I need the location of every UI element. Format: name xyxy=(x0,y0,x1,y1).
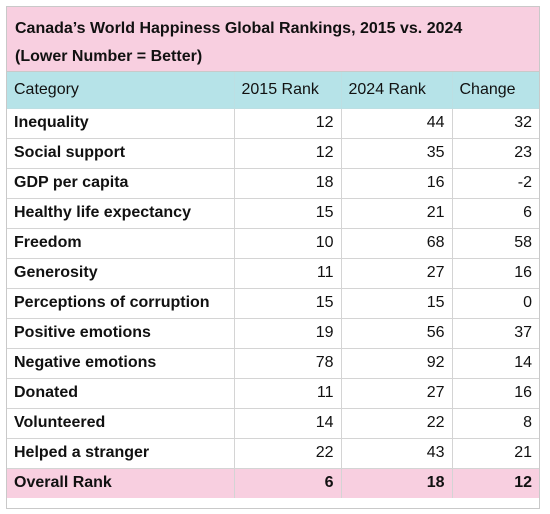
category-cell: Donated xyxy=(7,377,235,409)
category-cell: Inequality xyxy=(7,107,235,139)
category-cell: Positive emotions xyxy=(7,317,235,349)
overall-rank-row: Overall Rank 6 18 12 xyxy=(7,467,539,498)
category-cell: Healthy life expectancy xyxy=(7,197,235,229)
header-2015-rank: 2015 Rank xyxy=(233,72,342,109)
rank-2015-cell: 12 xyxy=(233,107,342,139)
rank-2024-cell: 21 xyxy=(340,197,453,229)
change-cell: 37 xyxy=(451,317,539,349)
category-cell: Negative emotions xyxy=(7,347,235,379)
change-cell: 23 xyxy=(451,137,539,169)
table-row: Perceptions of corruption 15 15 0 xyxy=(7,287,539,319)
category-cell: Freedom xyxy=(7,227,235,259)
rank-2024-cell: 27 xyxy=(340,257,453,289)
rank-2015-cell: 11 xyxy=(233,377,342,409)
rank-2015-cell: 15 xyxy=(233,197,342,229)
rank-2024-cell: 22 xyxy=(340,407,453,439)
table-row: Freedom 10 68 58 xyxy=(7,227,539,259)
rankings-table-card: Canada’s World Happiness Global Rankings… xyxy=(6,6,540,509)
rank-2015-cell: 11 xyxy=(233,257,342,289)
change-cell: 6 xyxy=(451,197,539,229)
table-title: Canada’s World Happiness Global Rankings… xyxy=(7,7,539,72)
change-cell: 58 xyxy=(451,227,539,259)
rank-2024-cell: 68 xyxy=(340,227,453,259)
header-row: Category 2015 Rank 2024 Rank Change xyxy=(7,72,539,109)
table-title-line-2: (Lower Number = Better) xyxy=(15,48,203,65)
rank-2015-cell: 12 xyxy=(233,137,342,169)
rank-2024-cell: 15 xyxy=(340,287,453,319)
category-cell: Perceptions of corruption xyxy=(7,287,235,319)
rank-2024-cell: 43 xyxy=(340,437,453,469)
rank-2024-cell: 92 xyxy=(340,347,453,379)
change-cell: 32 xyxy=(451,107,539,139)
table-row: Social support 12 35 23 xyxy=(7,137,539,169)
header-change: Change xyxy=(451,72,539,109)
rank-2015-cell: 22 xyxy=(233,437,342,469)
category-cell: GDP per capita xyxy=(7,167,235,199)
rankings-table: Category 2015 Rank 2024 Rank Change Ineq… xyxy=(7,72,539,498)
category-cell: Social support xyxy=(7,137,235,169)
change-cell: 16 xyxy=(451,257,539,289)
header-category: Category xyxy=(7,72,235,109)
table-row: Donated 11 27 16 xyxy=(7,377,539,409)
category-cell: Volunteered xyxy=(7,407,235,439)
rank-2024-cell: 44 xyxy=(340,107,453,139)
rank-2024-cell: 18 xyxy=(340,467,453,498)
rank-2015-cell: 78 xyxy=(233,347,342,379)
category-cell: Helped a stranger xyxy=(7,437,235,469)
category-cell: Overall Rank xyxy=(7,467,235,498)
header-2024-rank: 2024 Rank xyxy=(340,72,453,109)
rank-2015-cell: 19 xyxy=(233,317,342,349)
change-cell: 0 xyxy=(451,287,539,319)
rank-2015-cell: 14 xyxy=(233,407,342,439)
change-cell: 8 xyxy=(451,407,539,439)
rank-2015-cell: 10 xyxy=(233,227,342,259)
change-cell: 21 xyxy=(451,437,539,469)
rank-2015-cell: 18 xyxy=(233,167,342,199)
rank-2024-cell: 35 xyxy=(340,137,453,169)
change-cell: -2 xyxy=(451,167,539,199)
change-cell: 12 xyxy=(451,467,539,498)
category-cell: Generosity xyxy=(7,257,235,289)
table-row: Positive emotions 19 56 37 xyxy=(7,317,539,349)
table-row: Volunteered 14 22 8 xyxy=(7,407,539,439)
table-row: Generosity 11 27 16 xyxy=(7,257,539,289)
rank-2015-cell: 15 xyxy=(233,287,342,319)
rank-2024-cell: 56 xyxy=(340,317,453,349)
rank-2024-cell: 27 xyxy=(340,377,453,409)
table-title-line-1: Canada’s World Happiness Global Rankings… xyxy=(15,20,463,37)
table-row: Helped a stranger 22 43 21 xyxy=(7,437,539,469)
change-cell: 14 xyxy=(451,347,539,379)
table-row: Inequality 12 44 32 xyxy=(7,107,539,139)
table-row: Healthy life expectancy 15 21 6 xyxy=(7,197,539,229)
rank-2024-cell: 16 xyxy=(340,167,453,199)
rank-2015-cell: 6 xyxy=(233,467,342,498)
table-row: Negative emotions 78 92 14 xyxy=(7,347,539,379)
change-cell: 16 xyxy=(451,377,539,409)
table-row: GDP per capita 18 16 -2 xyxy=(7,167,539,199)
